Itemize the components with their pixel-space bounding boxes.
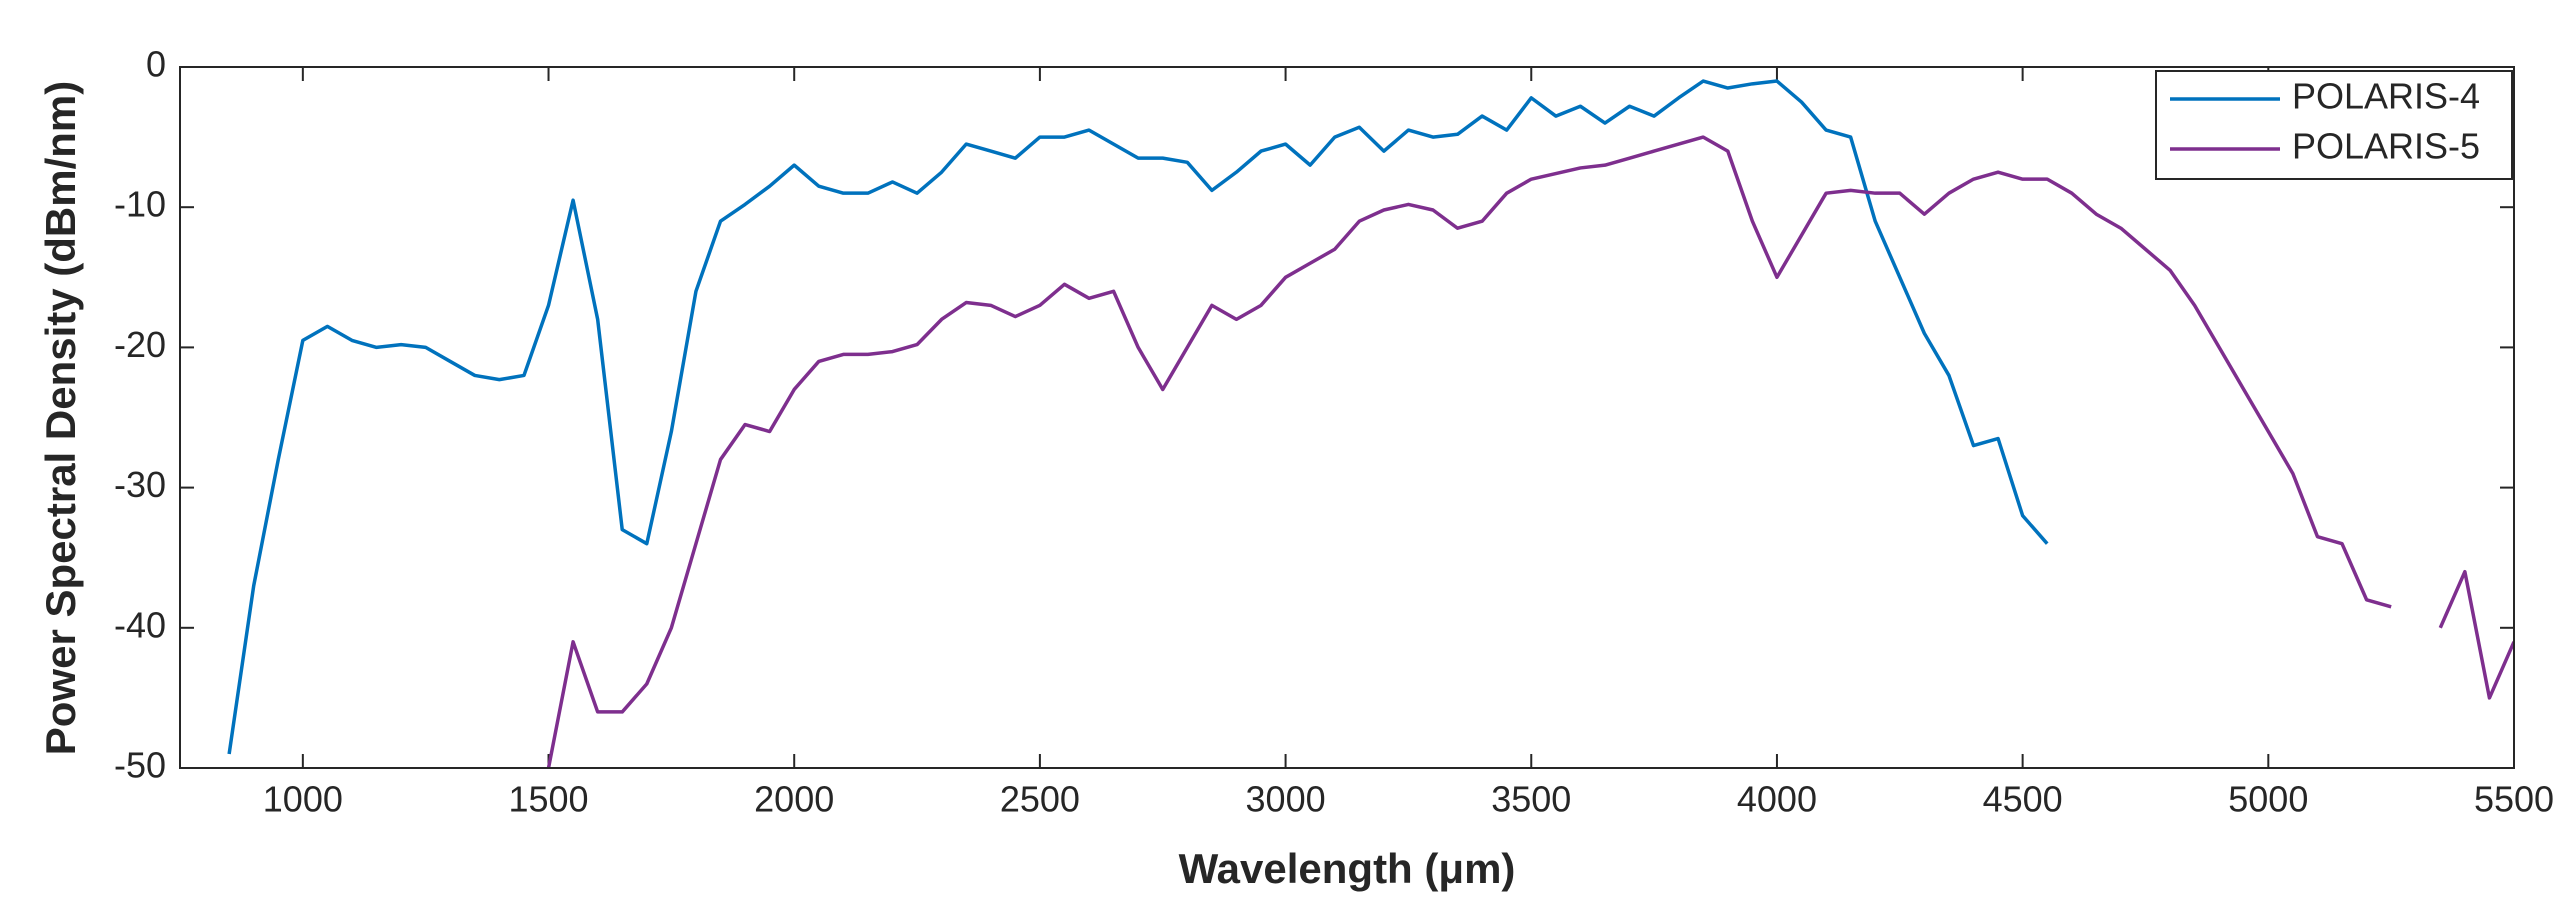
y-tick-label: 0 (146, 44, 166, 85)
y-tick-label: -40 (114, 604, 166, 645)
x-axis-label: Wavelength (μm) (1179, 845, 1516, 892)
x-tick-label: 1500 (508, 779, 588, 820)
x-tick-label: 3500 (1491, 779, 1571, 820)
legend-label: POLARIS-4 (2292, 76, 2480, 117)
x-tick-label: 5500 (2474, 779, 2554, 820)
series-line (227, 79, 2049, 755)
y-tick-label: -30 (114, 464, 166, 505)
legend-box (2155, 70, 2513, 180)
x-tick-label: 2000 (754, 779, 834, 820)
x-tick-label: 2500 (1000, 779, 1080, 820)
y-axis-label: Power Spectral Density (dBm/nm) (37, 81, 84, 755)
x-tick-label: 3000 (1246, 779, 1326, 820)
y-tick-label: -20 (114, 324, 166, 365)
x-tick-label: 4500 (1983, 779, 2063, 820)
x-tick-label: 1000 (263, 779, 343, 820)
plot-frame (179, 66, 2515, 769)
x-tick-label: 4000 (1737, 779, 1817, 820)
x-tick-label: 5000 (2228, 779, 2308, 820)
y-tick-label: -50 (114, 745, 166, 786)
y-tick-label: -10 (114, 184, 166, 225)
series-line (546, 135, 2514, 768)
legend-label: POLARIS-5 (2292, 126, 2480, 167)
